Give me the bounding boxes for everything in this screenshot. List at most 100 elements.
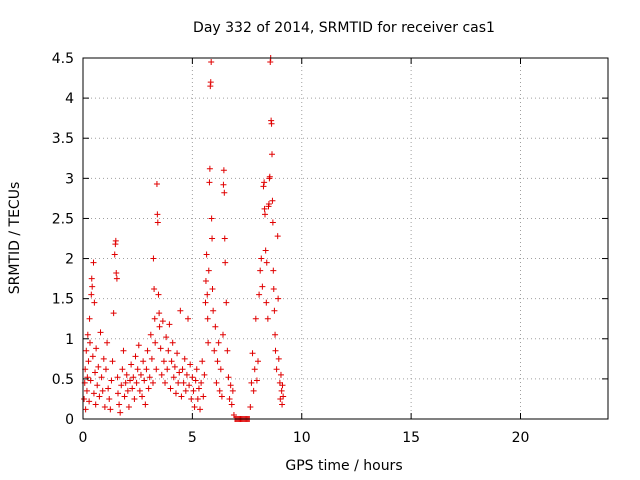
y-tick-label: 2.5 [52,211,74,227]
data-point [180,379,187,386]
data-point [87,377,94,384]
data-point [248,379,255,386]
data-point [176,369,183,376]
data-point [152,339,159,346]
data-point [139,393,146,400]
data-point [227,382,234,389]
data-point [178,393,185,400]
data-point [191,403,198,410]
x-tick-label: 20 [512,430,530,446]
data-point [125,403,132,410]
data-point [175,379,182,386]
x-axis-label: GPS time / hours [285,458,402,474]
data-point [205,339,212,346]
data-point [113,275,120,282]
data-point [92,401,99,408]
data-point [105,385,112,392]
data-point [274,233,281,240]
y-tick-label: 1.5 [52,292,74,308]
chart-title: Day 332 of 2014, SRMTID for receiver cas… [193,20,495,36]
data-point [140,358,147,365]
data-point [250,387,257,394]
plot-frame [82,57,609,420]
data-point [154,219,161,226]
data-point [209,235,216,242]
y-tick-label: 2 [65,252,74,268]
data-point [212,323,219,330]
data-point [148,355,155,362]
data-point [143,366,150,373]
data-point [109,358,116,365]
data-point [279,401,286,408]
data-point [262,211,268,218]
data-point [255,358,261,365]
data-point [154,211,161,218]
data-point [150,379,156,386]
y-tick-label: 4 [65,91,74,107]
data-point [228,401,235,408]
data-point [264,315,271,322]
data-point [268,120,275,127]
data-point [192,377,199,384]
data-point [145,385,152,392]
data-point [230,411,237,418]
data-point [156,323,163,330]
data-point [251,366,258,373]
data-point [97,329,104,336]
data-point [279,382,286,389]
data-point [123,371,130,378]
data-point [221,235,228,242]
data-point [112,237,119,244]
data-point [162,379,169,386]
data-point [155,291,162,298]
data-point [215,339,222,346]
data-point [278,387,285,394]
data-point [188,395,195,402]
data-point [229,387,236,394]
data-point [220,181,227,188]
data-point [90,259,97,266]
data-point [136,387,143,394]
data-point [263,299,270,306]
data-point [91,299,98,306]
data-point [269,197,276,204]
data-point [94,382,101,389]
data-point [189,374,196,381]
data-point [151,315,158,322]
data-point [269,151,275,158]
data-point [213,379,220,386]
data-point [249,350,256,357]
data-point [120,347,127,354]
data-point [204,291,211,298]
data-point [260,183,267,190]
data-point [124,387,131,394]
data-point [220,331,226,338]
data-point [92,369,99,376]
data-point [88,291,95,298]
data-point [113,269,120,276]
data-point [172,390,179,397]
data-point [137,371,144,378]
data-point [247,403,254,410]
data-point [174,350,181,357]
data-point [201,371,208,378]
data-point [169,339,176,346]
data-point [198,379,205,386]
data-point [89,353,96,360]
data-point [170,374,177,381]
data-point [81,395,88,402]
y-tick-label: 3.5 [52,131,74,147]
x-tick-label: 0 [79,430,88,446]
y-axis-ticks: 0 0.5 1 1.5 2 2.5 3 3.5 4 4.5 [52,51,608,428]
data-point [262,247,269,254]
data-point [135,342,142,349]
data-point [159,318,166,325]
data-point [151,286,158,293]
data-point [186,382,193,389]
data-point [83,347,90,354]
data-point [119,366,126,373]
data-point [259,283,266,290]
data-point [182,387,189,394]
data-point [200,393,207,400]
data-point [82,406,89,413]
